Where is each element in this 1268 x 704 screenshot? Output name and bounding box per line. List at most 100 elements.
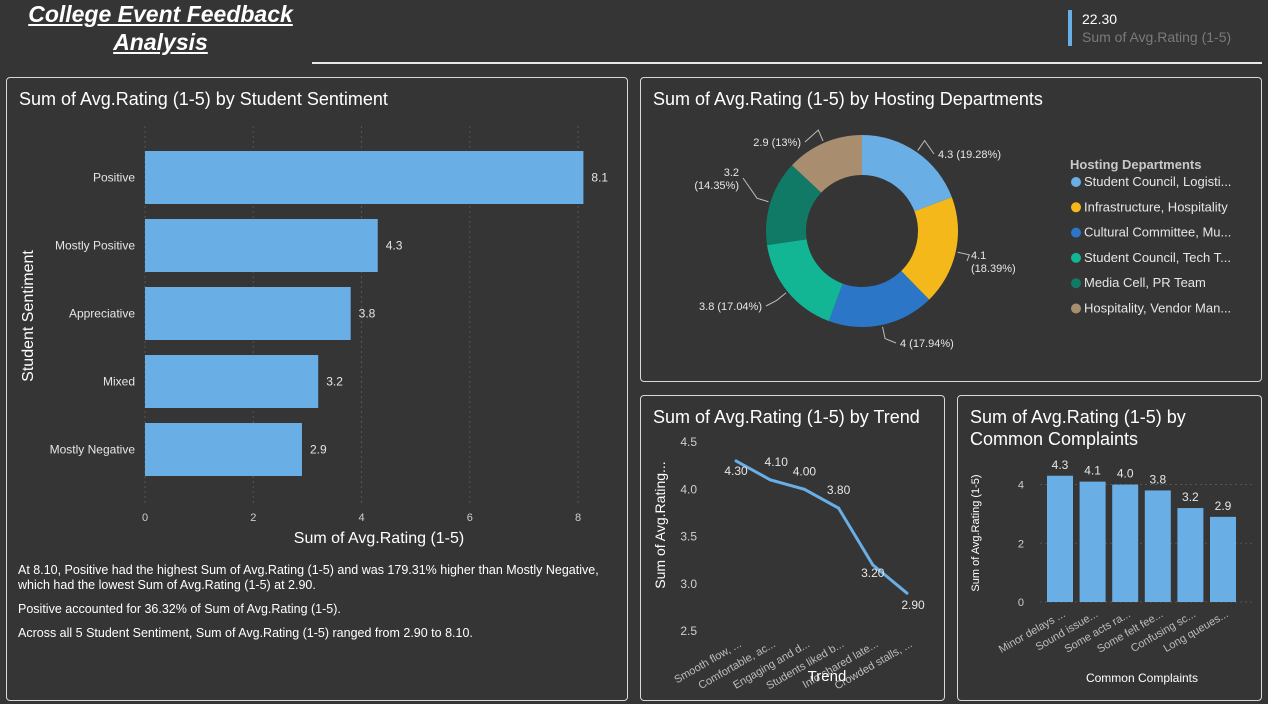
- y-axis-title: Sum of Avg.Rating...: [652, 461, 668, 588]
- data-label: 2.9: [1215, 499, 1232, 513]
- title-divider: [312, 62, 1262, 64]
- bar[interactable]: [145, 287, 351, 340]
- bar[interactable]: [1177, 508, 1204, 602]
- leader-line: [804, 129, 824, 143]
- bar[interactable]: [145, 355, 319, 408]
- bar[interactable]: [145, 423, 302, 476]
- y-tick-label: 2: [1018, 538, 1024, 550]
- category-label: Mostly Negative: [50, 443, 136, 457]
- kpi-value: 22.30: [1082, 11, 1118, 27]
- y-axis-title: Sum of Avg.Rating (1-5): [970, 474, 982, 591]
- legend-marker[interactable]: [1071, 227, 1081, 238]
- line-point[interactable]: [768, 478, 772, 482]
- trend-panel-title: Sum of Avg.Rating (1-5) by Trend: [653, 407, 920, 427]
- sentiment-panel[interactable]: Sum of Avg.Rating (1-5) by Student Senti…: [6, 77, 628, 701]
- data-label: 8.1: [591, 171, 608, 185]
- category-label: Appreciative: [69, 307, 135, 321]
- data-label: 4.3 (19.28%): [938, 149, 1001, 161]
- data-label: 3.2: [326, 375, 343, 389]
- bar[interactable]: [145, 151, 584, 204]
- complaints-panel[interactable]: Sum of Avg.Rating (1-5) by Common Compla…: [957, 395, 1262, 701]
- leader-line: [917, 139, 935, 155]
- complaints-title-line1: Sum of Avg.Rating (1-5) by: [970, 407, 1186, 427]
- line-point[interactable]: [802, 487, 806, 491]
- complaints-panel-title: Sum of Avg.Rating (1-5) by Common Compla…: [970, 406, 1186, 450]
- complaints-title-line2: Common Complaints: [970, 429, 1139, 449]
- donut-slice[interactable]: [792, 135, 862, 193]
- data-label: (18.39%): [971, 263, 1016, 275]
- sentiment-insights: At 8.10, Positive had the highest Sum of…: [18, 563, 608, 650]
- legend-label: Cultural Committee, Mu...: [1084, 225, 1231, 240]
- legend-label: Hospitality, Vendor Man...: [1084, 301, 1231, 316]
- line-point[interactable]: [837, 506, 841, 510]
- data-label: 3.8: [1149, 472, 1166, 486]
- legend-label: Student Council, Logisti...: [1084, 174, 1231, 189]
- data-label: 2.9 (13%): [753, 137, 801, 149]
- y-tick-label: 4.5: [680, 435, 697, 449]
- trend-line-chart[interactable]: 2.5 3.0 3.5 4.0 4.5 4.30 4.10 4.00 3.80 3.20 2.90 S…: [641, 430, 944, 700]
- data-label: 4.3: [386, 239, 403, 253]
- donut-slice[interactable]: [767, 239, 843, 322]
- legend-marker[interactable]: [1071, 202, 1081, 213]
- donut-slice[interactable]: [901, 197, 958, 300]
- x-tick-label: 0: [142, 512, 148, 524]
- y-tick-label: 4: [1018, 480, 1024, 492]
- y-tick-label: 2.5: [680, 624, 697, 638]
- trend-line: [735, 459, 908, 595]
- x-tick-label: 6: [467, 512, 473, 524]
- bar[interactable]: [1144, 490, 1171, 602]
- sentiment-panel-title: Sum of Avg.Rating (1-5) by Student Senti…: [19, 89, 388, 109]
- line-point[interactable]: [905, 591, 909, 595]
- kpi-label: Sum of Avg.Rating (1-5): [1082, 29, 1232, 45]
- bar[interactable]: [1112, 484, 1139, 602]
- data-label: 3.80: [827, 483, 851, 497]
- sentiment-bar-chart[interactable]: 0 2 4 6 8 Positive 8.1 Mostly Positive 4.3 Apprec…: [7, 118, 627, 588]
- x-tick-label: 4: [358, 512, 364, 524]
- bar[interactable]: [1210, 516, 1236, 602]
- bar[interactable]: [1047, 475, 1073, 602]
- data-label: 3.8 (17.04%): [699, 301, 762, 313]
- category-label: Positive: [93, 171, 135, 185]
- leader-line: [765, 292, 787, 307]
- leader-line: [957, 251, 971, 262]
- y-tick-label: 0: [1018, 597, 1024, 609]
- legend-marker[interactable]: [1071, 303, 1081, 314]
- line-point[interactable]: [734, 459, 738, 463]
- bar[interactable]: [145, 219, 378, 272]
- data-label: 4.3: [1052, 458, 1069, 472]
- line-point[interactable]: [871, 563, 875, 567]
- data-label: 4.00: [793, 464, 817, 478]
- y-tick-label: 3.5: [680, 530, 697, 544]
- legend-title: Hosting Departments: [1070, 157, 1201, 172]
- departments-donut-chart[interactable]: 4.3 (19.28%) 4.1(18.39%) 4 (17.94%) 3.8 (17…: [641, 114, 1261, 382]
- category-label: Mixed: [103, 375, 135, 389]
- legend-marker[interactable]: [1071, 177, 1081, 187]
- departments-panel[interactable]: Sum of Avg.Rating (1-5) by Hosting Depar…: [640, 77, 1262, 382]
- donut-slice[interactable]: [862, 135, 952, 212]
- x-axis-title: Sum of Avg.Rating (1-5): [294, 530, 464, 547]
- leader-line: [882, 326, 897, 344]
- donut-slice[interactable]: [828, 271, 930, 327]
- legend-label: Infrastructure, Hospitality: [1084, 199, 1228, 214]
- data-label: 4.10: [765, 455, 789, 469]
- trend-panel[interactable]: Sum of Avg.Rating (1-5) by Trend 2.5 3.0 3…: [640, 395, 945, 701]
- legend-label: Student Council, Tech T...: [1084, 250, 1231, 265]
- x-tick-label: 2: [250, 512, 256, 524]
- data-label: 3.8: [359, 307, 376, 321]
- legend-marker[interactable]: [1071, 278, 1081, 289]
- data-label: 3.20: [861, 566, 885, 580]
- data-label: 4.0: [1117, 467, 1134, 481]
- insight-text: Positive accounted for 36.32% of Sum of …: [18, 602, 341, 616]
- x-axis-title: Common Complaints: [1086, 671, 1198, 685]
- y-axis-title: Student Sentiment: [20, 250, 37, 382]
- data-label: 2.9: [310, 443, 327, 457]
- data-label: 3.2: [1182, 490, 1199, 504]
- kpi-card[interactable]: 22.30 Sum of Avg.Rating (1-5): [1068, 10, 1258, 46]
- donut-slice[interactable]: [766, 165, 822, 246]
- legend-marker[interactable]: [1071, 252, 1081, 263]
- insight-text: Across all 5 Student Sentiment, Sum of A…: [18, 626, 473, 640]
- x-tick-label: 8: [575, 512, 581, 524]
- bar[interactable]: [1079, 481, 1106, 602]
- data-label: (14.35%): [694, 180, 739, 192]
